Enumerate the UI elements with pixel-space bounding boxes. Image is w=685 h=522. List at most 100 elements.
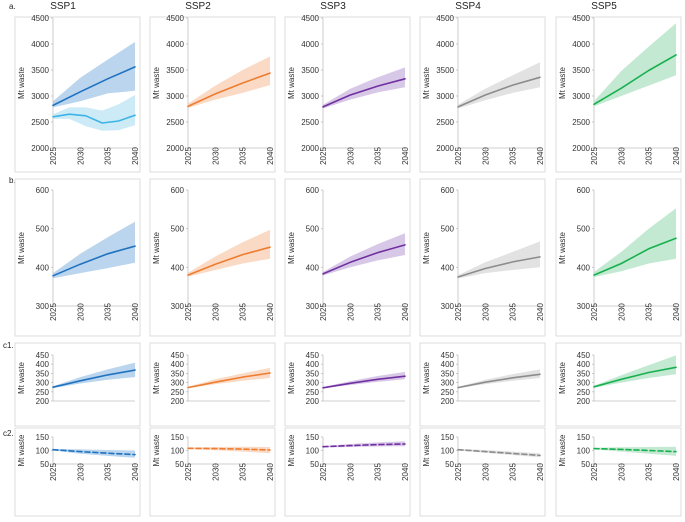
- y-tick-label: 50: [175, 460, 184, 469]
- x-tick-label: 2030: [211, 463, 220, 481]
- y-tick-label: 50: [445, 460, 454, 469]
- x-tick-label: 2035: [509, 147, 518, 165]
- y-tick-label: 2000: [166, 144, 184, 153]
- series-line: [322, 443, 406, 448]
- y-tick-label: 3000: [166, 92, 184, 101]
- series-line: [187, 372, 271, 389]
- y-tick-label: 150: [577, 433, 591, 442]
- x-tick-label: 2035: [239, 463, 248, 481]
- y-tick-label: 400: [306, 263, 320, 272]
- x-tick-label: 2040: [536, 303, 545, 321]
- uncertainty-band: [594, 23, 676, 107]
- y-tick-label: 500: [36, 225, 50, 234]
- y-tick-label: 50: [40, 460, 49, 469]
- y-tick-label: 500: [577, 225, 591, 234]
- y-tick-label: 50: [581, 460, 590, 469]
- y-axis-label: Mt waste: [152, 434, 161, 467]
- y-tick-label: 4500: [436, 14, 454, 23]
- x-tick-label: 2025: [49, 463, 58, 481]
- x-tick-label: 2030: [481, 463, 490, 481]
- y-tick-label: 4500: [31, 14, 49, 23]
- y-tick-label: 4000: [572, 40, 590, 49]
- x-tick-label: 2040: [131, 147, 140, 165]
- y-tick-label: 50: [310, 460, 319, 469]
- series-line: [457, 373, 541, 389]
- x-tick-label: 2040: [131, 303, 140, 321]
- y-tick-label: 100: [306, 447, 320, 456]
- y-tick-label: 100: [577, 447, 591, 456]
- y-tick-label: 4000: [301, 40, 319, 49]
- uncertainty-band: [188, 56, 270, 108]
- series-line: [322, 244, 406, 275]
- x-tick-label: 2025: [319, 303, 328, 321]
- y-axis-label: Mt waste: [558, 231, 567, 264]
- ssp-title-ssp3: SSP3: [320, 1, 346, 12]
- x-tick-label: 2035: [104, 463, 113, 481]
- panel-frame: [14, 178, 141, 337]
- y-tick-label: 300: [306, 379, 320, 388]
- x-tick-label: 2025: [454, 463, 463, 481]
- x-tick-label: 2040: [266, 147, 275, 165]
- x-tick-label: 2035: [104, 147, 113, 165]
- series-line: [187, 447, 271, 451]
- uncertainty-band: [188, 229, 270, 277]
- x-tick-label: 2035: [104, 303, 113, 321]
- series-line: [187, 72, 271, 108]
- x-tick-label: 2040: [131, 463, 140, 481]
- x-tick-label: 2030: [346, 147, 355, 165]
- row-label: b.: [9, 176, 16, 185]
- y-tick-label: 400: [441, 263, 455, 272]
- panel-frame: [284, 178, 411, 337]
- x-tick-label: 2035: [374, 303, 383, 321]
- series-line: [457, 256, 541, 278]
- y-tick-label: 350: [577, 369, 591, 378]
- series-line: [593, 237, 677, 276]
- panel-frame: [555, 342, 682, 427]
- y-tick-label: 200: [36, 397, 50, 406]
- x-tick-label: 2030: [481, 147, 490, 165]
- panel-frame: [419, 178, 546, 337]
- row-label: c1.: [3, 341, 14, 350]
- y-axis-label: Mt waste: [287, 231, 296, 264]
- y-tick-label: 250: [577, 388, 591, 397]
- series-line: [457, 448, 541, 457]
- y-tick-label: 350: [441, 369, 455, 378]
- uncertainty-band: [53, 221, 135, 279]
- x-tick-label: 2040: [266, 463, 275, 481]
- y-tick-label: 450: [306, 351, 320, 360]
- uncertainty-band: [458, 241, 540, 279]
- y-axis-label: Mt waste: [17, 361, 26, 394]
- x-tick-label: 2030: [346, 463, 355, 481]
- x-tick-label: 2030: [76, 463, 85, 481]
- y-axis-label: Mt waste: [422, 66, 431, 99]
- x-tick-label: 2025: [454, 147, 463, 165]
- y-tick-label: 3500: [572, 66, 590, 75]
- y-tick-label: 100: [171, 447, 185, 456]
- x-tick-label: 2035: [509, 303, 518, 321]
- y-tick-label: 400: [36, 360, 50, 369]
- x-tick-label: 2025: [590, 303, 599, 321]
- y-tick-label: 3000: [572, 92, 590, 101]
- y-axis-label: Mt waste: [558, 361, 567, 394]
- uncertainty-band: [594, 355, 676, 388]
- panel-frame: [14, 16, 141, 173]
- panel-frame: [284, 342, 411, 427]
- x-tick-label: 2030: [617, 303, 626, 321]
- y-axis-label: Mt waste: [287, 361, 296, 394]
- y-tick-label: 200: [306, 397, 320, 406]
- y-axis-label: Mt waste: [17, 231, 26, 264]
- x-tick-label: 2025: [184, 463, 193, 481]
- y-tick-label: 150: [306, 433, 320, 442]
- y-tick-label: 3500: [301, 66, 319, 75]
- panel-frame: [419, 427, 546, 517]
- uncertainty-band: [594, 208, 676, 277]
- y-tick-label: 450: [577, 351, 591, 360]
- y-tick-label: 400: [577, 360, 591, 369]
- y-tick-label: 400: [171, 263, 185, 272]
- y-tick-label: 100: [36, 447, 50, 456]
- y-tick-label: 600: [306, 186, 320, 195]
- x-tick-label: 2025: [590, 147, 599, 165]
- y-tick-label: 300: [441, 379, 455, 388]
- y-tick-label: 3500: [436, 66, 454, 75]
- x-tick-label: 2025: [49, 147, 58, 165]
